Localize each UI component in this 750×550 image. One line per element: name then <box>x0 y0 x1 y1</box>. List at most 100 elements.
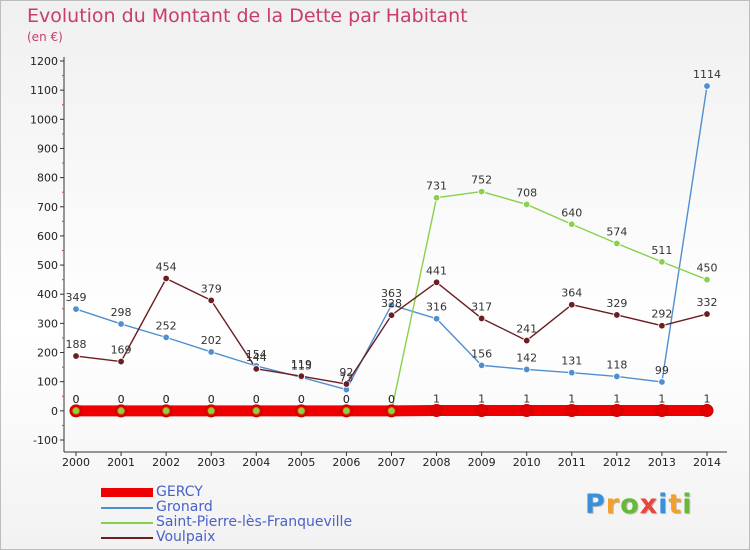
series-point <box>432 315 441 323</box>
y-tick-label: 1000 <box>30 113 58 126</box>
data-label: 0 <box>253 393 260 406</box>
series-point <box>477 187 486 196</box>
series-point <box>658 378 666 386</box>
data-label: 118 <box>606 358 627 371</box>
data-label: 379 <box>201 282 222 295</box>
gercy-point <box>565 404 579 418</box>
data-label: 73 <box>339 372 353 385</box>
legend-swatch <box>101 536 153 539</box>
series-point <box>387 311 396 319</box>
legend-swatch <box>101 488 153 497</box>
data-label: 156 <box>471 347 492 360</box>
data-label: 574 <box>606 226 627 239</box>
x-tick-label: 2009 <box>468 456 496 469</box>
series-point <box>72 352 80 360</box>
series-point <box>297 372 306 380</box>
proxiti-logo: Proxiti <box>585 489 693 520</box>
x-tick-label: 2007 <box>377 456 405 469</box>
overlap-point <box>342 407 351 415</box>
logo-letter: P <box>585 489 606 520</box>
data-label: 752 <box>471 174 492 187</box>
y-tick-label: 900 <box>37 142 58 155</box>
series-point <box>568 368 576 377</box>
series-point <box>658 258 666 266</box>
data-label: 349 <box>66 291 87 304</box>
y-tick-label: 400 <box>37 288 58 301</box>
data-label: 252 <box>156 319 177 332</box>
y-tick-label: 300 <box>37 317 58 330</box>
y-tick-label: 1100 <box>30 84 58 97</box>
data-label: 441 <box>426 264 447 277</box>
data-label: 511 <box>651 244 672 257</box>
data-label: 1 <box>523 393 530 406</box>
logo-letter: i <box>682 489 693 520</box>
series-point <box>477 314 486 323</box>
data-label: 0 <box>163 393 170 406</box>
data-labels: 0 0 0 0 0 0 0 0 1 1 1 1 1 1 1 349 298 252 202 154 115 73 363 31… <box>66 68 721 406</box>
logo-letter: x <box>639 489 659 520</box>
gercy-point <box>430 404 444 418</box>
data-label: 92 <box>339 366 353 379</box>
series-point <box>568 301 576 309</box>
data-label: 708 <box>516 186 537 199</box>
data-label: 1114 <box>693 68 721 81</box>
series-points <box>69 82 714 418</box>
legend-label: Voulpaix <box>156 529 216 545</box>
data-label: 188 <box>66 338 87 351</box>
series-point <box>613 311 621 319</box>
gercy-point <box>610 404 624 418</box>
x-tick-label: 2014 <box>693 456 721 469</box>
legend-label: Gronard <box>156 499 213 515</box>
series-point <box>658 322 666 330</box>
data-label: 0 <box>298 393 305 406</box>
logo-letter: t <box>668 489 683 520</box>
series-point <box>703 275 711 284</box>
y-tick-label: 0 <box>51 405 58 418</box>
series-point <box>523 336 531 345</box>
data-label: 0 <box>118 393 125 406</box>
overlap-point <box>252 407 260 415</box>
y-tick-label: 600 <box>37 230 58 243</box>
x-tick-label: 2006 <box>332 456 360 469</box>
series-point <box>432 194 441 202</box>
legend-swatch <box>101 506 153 509</box>
x-tick-label: 2013 <box>648 456 676 469</box>
series-point <box>523 365 531 374</box>
legend-label: Saint-Pierre-lès-Franqueville <box>156 514 353 530</box>
data-label: 0 <box>73 393 80 406</box>
x-tick-label: 2008 <box>423 456 451 469</box>
data-label: 640 <box>561 206 582 219</box>
data-label: 450 <box>696 262 717 275</box>
data-label: 0 <box>118 393 125 406</box>
y-tick-label: 1200 <box>30 55 58 68</box>
overlap-point <box>207 407 215 415</box>
gercy-point <box>520 404 534 418</box>
data-label: 1 <box>613 393 620 406</box>
series-point <box>613 372 621 381</box>
series-point <box>342 380 351 388</box>
series-point <box>162 274 170 283</box>
legend-item: GERCY <box>101 485 352 500</box>
data-label: 0 <box>343 393 350 406</box>
data-label: 0 <box>163 393 170 406</box>
x-tick-label: 2003 <box>197 456 225 469</box>
overlap-point <box>117 407 125 415</box>
data-label: 0 <box>208 393 215 406</box>
y-tick-label: -100 <box>33 434 58 447</box>
series-point <box>117 320 125 328</box>
series-point <box>568 220 576 228</box>
series-point <box>613 239 621 248</box>
data-label: 328 <box>381 297 402 310</box>
logo-letter: i <box>658 489 669 520</box>
data-label: 0 <box>298 393 305 406</box>
series-point <box>207 348 215 356</box>
series-point <box>432 278 441 286</box>
data-label: 0 <box>73 393 80 406</box>
data-label: 317 <box>471 300 492 313</box>
data-label: 0 <box>343 393 350 406</box>
y-tick-label: 100 <box>37 376 58 389</box>
series-point <box>162 333 170 342</box>
x-tick-label: 2011 <box>558 456 586 469</box>
x-tick-label: 2001 <box>107 456 135 469</box>
